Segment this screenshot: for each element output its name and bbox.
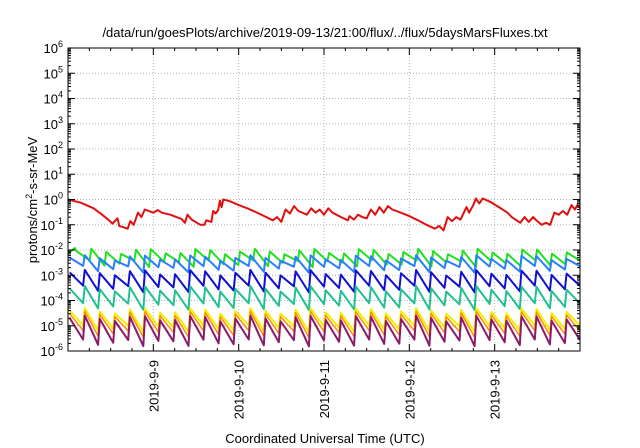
y-tick-label: 10-1 (41, 216, 63, 233)
y-tick-label: 10-2 (41, 241, 63, 258)
y-tick-label-base: 10 (44, 117, 58, 132)
y-tick-label-exp: 1 (58, 165, 63, 175)
y-tick-label: 10-6 (41, 342, 63, 359)
y-tick-label-exp: 6 (58, 39, 63, 49)
y-axis-ticks: 10-610-510-410-310-210-11001011021031041… (41, 39, 580, 359)
y-tick-label-exp: 2 (58, 140, 63, 150)
y-tick-label-base: 10 (44, 193, 58, 208)
y-tick-label-base: 10 (41, 294, 55, 309)
y-tick-label: 10-5 (41, 317, 63, 334)
y-axis-label-suffix: -s-sr-MeV (25, 136, 40, 193)
y-tick-label-exp: 0 (58, 191, 63, 201)
y-tick-label: 105 (44, 64, 63, 81)
y-tick-label-base: 10 (41, 243, 55, 258)
y-tick-label: 101 (44, 165, 63, 182)
series-line-2 (68, 247, 580, 269)
x-tick-label: 2019-9-13 (488, 360, 503, 419)
y-tick-label-base: 10 (41, 319, 55, 334)
y-tick-label-exp: 5 (58, 64, 63, 74)
y-tick-label-base: 10 (41, 218, 55, 233)
y-tick-label-base: 10 (44, 66, 58, 81)
series-line-3 (69, 254, 580, 274)
series-line-5 (68, 285, 580, 311)
y-tick-label: 10-4 (41, 292, 63, 309)
y-tick-label: 106 (44, 39, 63, 56)
y-tick-label-exp: -2 (55, 241, 63, 251)
series-line-4 (68, 268, 580, 294)
series-line-1 (68, 197, 580, 232)
y-tick-label-exp: -1 (55, 216, 63, 226)
y-axis-label-sup: 2 (24, 194, 34, 199)
x-tick-label: 2019-9-9 (146, 360, 161, 412)
y-tick-label-base: 10 (41, 344, 55, 359)
y-axis-label: protons/cm2-s-sr-MeV (24, 136, 40, 263)
y-tick-label-base: 10 (41, 268, 55, 283)
y-tick-label-base: 10 (44, 92, 58, 107)
y-tick-label-base: 10 (44, 167, 58, 182)
x-axis-ticks: 2019-9-9 2019-9-10 2019-9-11 2019-9-12 2019-… (88, 48, 560, 419)
series-group (68, 197, 580, 348)
x-tick-label: 2019-9-10 (232, 360, 247, 419)
x-axis-label: Coordinated Universal Time (UTC) (225, 431, 424, 446)
y-tick-label: 103 (44, 115, 63, 132)
y-axis-label-prefix: protons/cm (25, 199, 40, 263)
y-tick-label-exp: -5 (55, 317, 63, 327)
series-line-8 (68, 314, 580, 348)
chart-title: /data/run/goesPlots/archive/2019-09-13/2… (102, 25, 548, 40)
y-tick-label-exp: -4 (55, 292, 63, 302)
x-tick-label: 2019-9-11 (317, 360, 332, 418)
y-tick-label: 100 (44, 191, 63, 208)
y-tick-label: 10-3 (41, 266, 63, 283)
y-tick-label: 102 (44, 140, 63, 157)
y-tick-label-exp: 4 (58, 90, 63, 100)
y-tick-label-exp: -6 (55, 342, 63, 352)
y-tick-label-base: 10 (44, 41, 58, 56)
x-tick-label: 2019-9-12 (402, 360, 417, 419)
y-tick-label-exp: -3 (55, 266, 63, 276)
y-tick-label: 104 (44, 90, 63, 107)
grid (68, 48, 580, 351)
y-tick-label-exp: 3 (58, 115, 63, 125)
y-tick-label-base: 10 (44, 142, 58, 157)
